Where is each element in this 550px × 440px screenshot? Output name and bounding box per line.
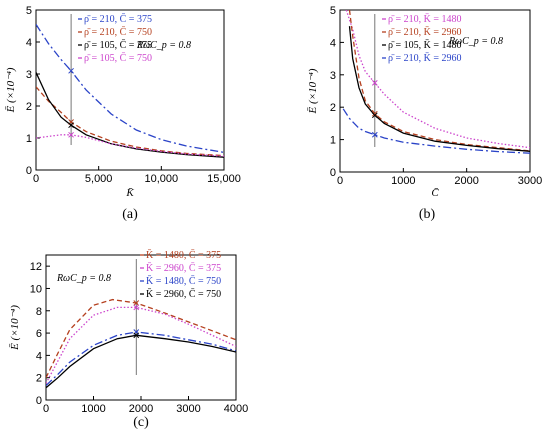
plot-frame	[339, 9, 531, 173]
x-tick-label: 3000	[176, 403, 200, 415]
series-line-4	[46, 334, 236, 389]
annotation: RωC_p = 0.8	[56, 273, 111, 284]
x-axis-label: C̄	[431, 187, 439, 199]
x-tick-label: 2000	[454, 175, 478, 187]
legend-entry: K̄ = 1480, C̄ = 750	[146, 275, 221, 287]
y-tick-label: 4	[26, 37, 32, 49]
intersection-marker	[133, 300, 140, 306]
legend-entry: K̄ = 2960, C̄ = 750	[146, 288, 221, 300]
panel-label: (b)	[419, 207, 436, 222]
y-tick-label: 0	[36, 395, 42, 407]
chart-panel-c: 0 1000 2000 3000 4000 0 2 4 6 8 10 12 Ē (×10⁻⁴) (c) K̄…	[9, 249, 248, 430]
intersection-marker	[371, 110, 378, 117]
y-tick-label: 0	[26, 165, 32, 177]
y-tick-label: 2	[26, 101, 32, 113]
y-tick-label: 5	[26, 5, 32, 17]
series-line-4	[36, 134, 224, 157]
y-tick-label: 4	[36, 350, 42, 362]
x-tick-label: 15,000	[207, 173, 241, 185]
y-axis-label: Ē (×10⁻⁴)	[9, 305, 21, 351]
y-tick-label: 6	[36, 328, 42, 340]
legend-entry: ρ̄ = 105, C̄ = 375	[84, 39, 152, 51]
x-tick-label: 1000	[81, 403, 105, 415]
panel-label: (c)	[133, 415, 149, 430]
x-axis-label: K̄	[125, 187, 134, 199]
chart-panel-b: 0 1000 2000 3000 0 1 2 3 4 5 C̄ Ē (×10⁻⁴) (b) ρ̄ = 21…	[307, 5, 542, 222]
annotation: RωC_p = 0.8	[448, 36, 503, 47]
intersection-marker	[68, 67, 74, 74]
y-axis-label: Ē (×10⁻⁴)	[5, 67, 17, 113]
legend-entry: ρ̄ = 210, C̄ = 375	[84, 13, 152, 25]
chart-panel-a: 0 5,000 10,000 15,000 0 1 2 3 4 5 K̄ Ē (×10⁻⁴) (a) ρ̄…	[5, 5, 241, 222]
y-tick-label: 4	[330, 37, 336, 49]
intersection-marker	[371, 112, 378, 119]
panel-label: (a)	[122, 207, 138, 222]
y-tick-label: 12	[30, 261, 42, 273]
intersection-marker	[133, 332, 140, 339]
y-tick-label: 0	[330, 167, 336, 179]
series-line-3	[46, 331, 236, 386]
annotation: RωC_p = 0.8	[136, 40, 191, 51]
plot-frame	[35, 9, 225, 171]
y-tick-label: 2	[330, 102, 336, 114]
intersection-marker	[371, 80, 378, 86]
series-line-2	[36, 86, 224, 157]
legend-entry: ρ̄ = 105, K̄ = 1480	[388, 39, 462, 51]
x-tick-label: 10,000	[145, 173, 179, 185]
legend-entry: ρ̄ = 210, K̄ = 2960	[388, 26, 462, 38]
series-line-1	[46, 298, 236, 378]
y-tick-label: 3	[330, 70, 336, 82]
x-tick-label: 0	[43, 403, 49, 415]
legend-entry: ρ̄ = 210, C̄ = 750	[84, 26, 152, 38]
intersection-marker	[68, 122, 74, 129]
intersection-marker	[133, 304, 140, 311]
series-line-2	[348, 10, 530, 152]
legend-entry: K̄ = 2960, C̄ = 375	[146, 262, 221, 274]
y-tick-label: 5	[330, 5, 336, 17]
x-tick-label: 3000	[518, 175, 542, 187]
intersection-marker	[68, 131, 74, 138]
series-line-1	[36, 24, 224, 154]
y-tick-label: 10	[30, 283, 42, 295]
x-tick-label: 1000	[391, 175, 415, 187]
x-tick-label: 2000	[129, 403, 153, 415]
series-line-2	[46, 306, 236, 384]
y-tick-label: 1	[330, 135, 336, 147]
y-tick-label: 2	[36, 373, 42, 385]
x-tick-label: 0	[33, 173, 39, 185]
legend-entry: ρ̄ = 210, K̄ = 2960	[388, 52, 462, 64]
y-axis-label: Ē (×10⁻⁴)	[307, 68, 319, 114]
y-tick-label: 3	[26, 69, 32, 81]
y-tick-label: 8	[36, 306, 42, 318]
x-tick-label: 5,000	[85, 173, 113, 185]
intersection-marker	[371, 131, 378, 138]
series-line-4	[342, 108, 530, 154]
series-line-1	[345, 10, 530, 149]
legend-entry: ρ̄ = 105, C̄ = 750	[84, 52, 152, 64]
legend-entry: K̄ = 1480, C̄ = 375	[146, 249, 221, 261]
x-tick-label: 0	[337, 175, 343, 187]
series-line-3	[36, 72, 224, 158]
x-tick-label: 4000	[224, 403, 248, 415]
y-tick-label: 1	[26, 133, 32, 145]
series-line-3	[348, 26, 530, 152]
legend-entry: ρ̄ = 210, K̄ = 1480	[388, 13, 462, 25]
